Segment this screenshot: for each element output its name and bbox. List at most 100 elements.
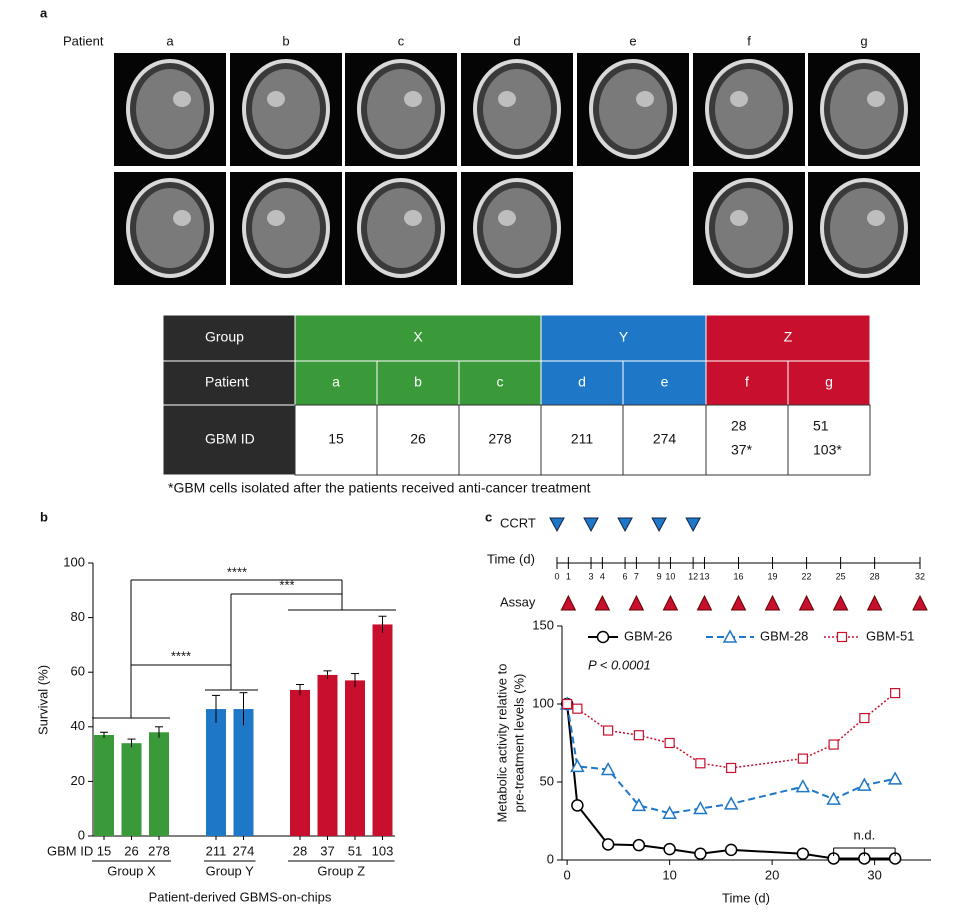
- y-tick-label: 60: [71, 664, 85, 679]
- x-tick-label: 274: [233, 843, 255, 858]
- table-text: Patient: [205, 374, 249, 390]
- time-tick-label: 32: [915, 571, 925, 581]
- marker: [603, 725, 614, 736]
- time-tick-label: 3: [589, 571, 594, 581]
- significance: ****: [171, 648, 191, 663]
- table-text: X: [413, 329, 423, 345]
- error-bar: [155, 726, 163, 738]
- ccrt-marker: [549, 517, 565, 533]
- time-tick-label: 0: [554, 571, 559, 581]
- marker: [724, 843, 738, 857]
- error-bar: [100, 731, 108, 738]
- lesion: [867, 210, 885, 226]
- group-label: Group X: [107, 863, 156, 878]
- legend-label: GBM-28: [760, 628, 808, 643]
- marker: [633, 730, 644, 741]
- assay-marker: [764, 594, 781, 611]
- marker: [632, 838, 646, 852]
- table-text: b: [414, 374, 422, 390]
- table-cell: [162, 314, 296, 362]
- bar: [290, 689, 310, 836]
- table-cell: [540, 314, 707, 362]
- bar: [317, 674, 338, 836]
- table-cell: [458, 404, 542, 476]
- lesion: [404, 210, 422, 226]
- lesion: [636, 91, 654, 107]
- x-tick-label: 103: [372, 843, 394, 858]
- assay-label: Assay: [500, 594, 536, 609]
- bar: [206, 709, 226, 836]
- marker: [890, 687, 901, 699]
- patient-name: f: [747, 33, 751, 48]
- marker: [562, 698, 573, 710]
- table-text: g: [825, 374, 833, 390]
- y-tick-label: 40: [71, 718, 85, 733]
- brain: [830, 188, 898, 268]
- table-text: 274: [653, 431, 677, 447]
- time-label: Time (d): [487, 551, 535, 566]
- significance: ****: [227, 564, 247, 579]
- table-cell: [540, 404, 624, 476]
- marker: [722, 629, 738, 643]
- error-bar: [378, 615, 387, 633]
- error-bar: [296, 683, 304, 696]
- lesion: [730, 91, 748, 107]
- marker: [859, 712, 870, 724]
- marker: [797, 753, 808, 764]
- legend-label: GBM-51: [866, 628, 914, 643]
- table-cell: [540, 360, 624, 406]
- ccrt-marker: [685, 517, 701, 533]
- y-tick-label: 50: [540, 773, 554, 788]
- time-tick-label: 6: [623, 571, 628, 581]
- table-text: 103*: [813, 442, 842, 458]
- y-tick-label: 80: [71, 609, 85, 624]
- panel-label: c: [485, 509, 492, 524]
- marker: [887, 771, 903, 785]
- marker: [662, 805, 677, 819]
- x-tick-label: 278: [148, 843, 170, 858]
- x-tick-label: 211: [206, 843, 227, 858]
- assay-marker: [730, 594, 747, 611]
- nd-label: n.d.: [854, 827, 876, 842]
- group-label: Group Y: [206, 863, 255, 878]
- error-bar: [212, 694, 220, 723]
- table-cell: [787, 360, 871, 406]
- marker: [828, 739, 839, 750]
- time-tick-label: 13: [699, 571, 709, 581]
- bar: [345, 680, 365, 836]
- time-tick-label: 25: [836, 571, 846, 581]
- lesion: [730, 210, 748, 226]
- table-text: 278: [488, 431, 512, 447]
- time-tick-label: 9: [657, 571, 662, 581]
- marker: [596, 630, 610, 644]
- table-text: Z: [784, 329, 793, 345]
- marker: [570, 758, 585, 773]
- lesion: [173, 91, 191, 107]
- lesion: [498, 210, 516, 226]
- brain: [715, 188, 783, 268]
- brain: [715, 69, 783, 149]
- table-text: e: [661, 374, 669, 390]
- bar: [372, 624, 393, 836]
- brain: [483, 188, 551, 268]
- error-bar: [351, 673, 359, 688]
- lesion: [267, 210, 285, 226]
- patient-name: b: [282, 33, 289, 48]
- table-text: c: [497, 374, 504, 390]
- table-cell: [294, 314, 542, 362]
- lesion: [498, 91, 516, 107]
- y-tick-label: 0: [78, 827, 85, 842]
- marker: [693, 800, 708, 815]
- significance: ***: [279, 577, 294, 592]
- table-text: Y: [619, 329, 629, 345]
- marker: [572, 703, 583, 714]
- marker: [694, 847, 707, 861]
- assay-marker: [662, 594, 679, 611]
- x-tick-label: 15: [97, 843, 111, 858]
- brain: [367, 69, 435, 149]
- legend-label: GBM-26: [624, 628, 672, 643]
- ccrt-label: CCRT: [500, 515, 536, 530]
- brain: [136, 69, 204, 149]
- table-cell: [162, 360, 296, 406]
